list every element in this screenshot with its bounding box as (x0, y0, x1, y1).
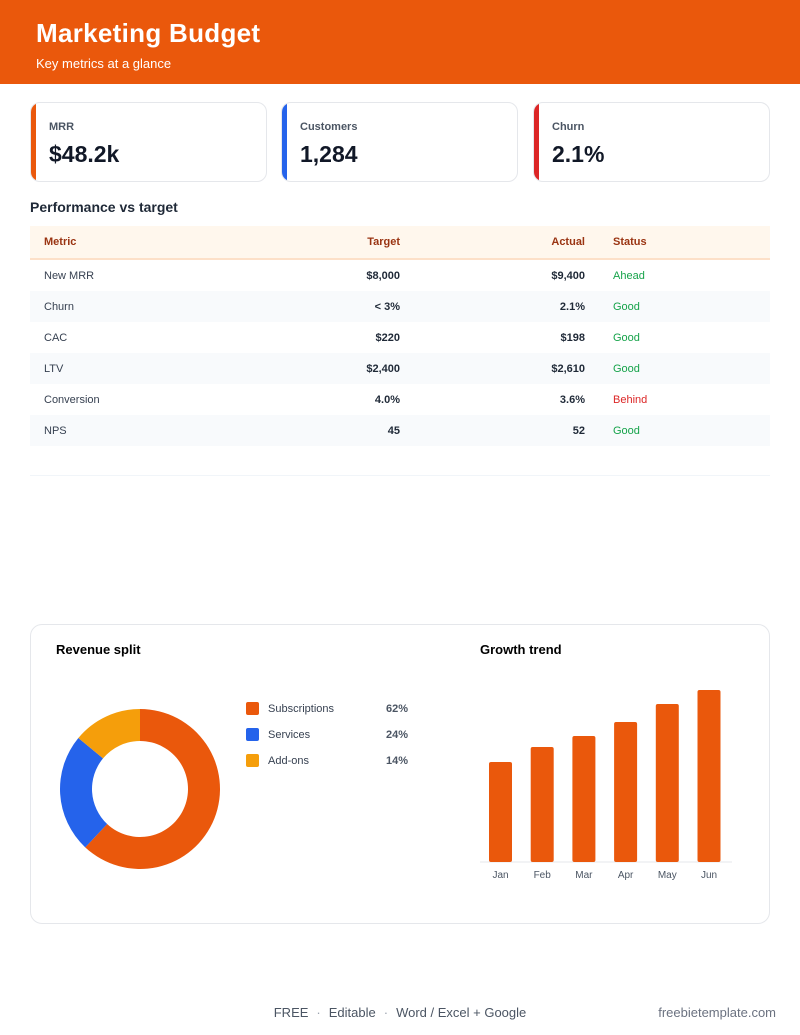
kpi-card: Customers 1,284 (281, 102, 518, 182)
legend-label: Services (268, 729, 311, 741)
bar (572, 736, 596, 862)
cell: Ahead (613, 269, 645, 282)
table-row: CAC $220 $198 Good (30, 322, 770, 353)
column-header: Target (294, 226, 400, 260)
cell: Conversion (44, 393, 100, 406)
kpi-label: Churn (552, 121, 585, 133)
table: Metric Target Actual Status New MRR $8,000 $9,… (30, 226, 770, 446)
table-row: New MRR $8,000 $9,400 Ahead (30, 259, 770, 291)
cell: New MRR (44, 269, 95, 282)
footer-site: freebietemplate.com (658, 1005, 776, 1020)
column-header: Status (585, 226, 770, 260)
cell: 2.1% (400, 291, 585, 322)
bar (655, 704, 679, 862)
cell: Good (585, 291, 770, 322)
cell: CAC (44, 331, 68, 344)
kpi-value: $48.2k (49, 141, 120, 167)
x-tick-label: Feb (534, 870, 552, 881)
kpi-value: 1,284 (300, 141, 358, 167)
bar (489, 762, 512, 862)
legend-value: 62% (386, 703, 408, 715)
cell: LTV (30, 353, 294, 384)
cell: 45 (294, 415, 400, 446)
cell: Good (613, 331, 640, 344)
kpi-value: 2.1% (552, 141, 605, 167)
legend-value: 24% (386, 729, 408, 741)
cell: $2,610 (400, 353, 585, 384)
legend-label: Subscriptions (268, 703, 335, 715)
table-row: LTV $2,400 $2,610 Good (30, 353, 770, 384)
cell: $8,000 (366, 269, 400, 282)
cell: NPS (30, 415, 294, 446)
legend-value: 14% (386, 755, 408, 767)
separator: · (316, 1005, 321, 1020)
cell: Good (585, 353, 770, 384)
separator: · (383, 1005, 389, 1020)
cell: $2,400 (294, 353, 400, 384)
header: Marketing Budget Key metrics at a glance (0, 0, 800, 84)
accent (282, 103, 287, 181)
cell: Good (585, 415, 770, 446)
legend-label: Add-ons (268, 755, 309, 767)
table-title: Performance vs target (30, 199, 178, 215)
footer-item: FREE (273, 1005, 309, 1020)
cell: 52 (400, 415, 585, 446)
kpi-card: MRR $48.2k (30, 102, 267, 182)
x-tick-label: Mar (575, 870, 593, 881)
divider (30, 475, 770, 476)
kpi-label: Customers (300, 121, 358, 133)
cell: Behind (613, 393, 648, 406)
footer-item: Editable (328, 1005, 376, 1020)
chart-panel (30, 624, 770, 924)
x-tick-label: May (658, 870, 677, 881)
bar (697, 690, 721, 862)
donut-slice (85, 709, 221, 869)
kpi-label: MRR (49, 121, 75, 133)
legend-swatch (246, 702, 259, 715)
cell: 3.6% (559, 393, 585, 406)
kpi-card: Churn 2.1% (533, 102, 770, 182)
footer-items: FREE · Editable · Word / Excel + Google (0, 1005, 800, 1020)
x-tick-label: Jun (701, 870, 717, 881)
donut-slice (60, 738, 108, 848)
title: Marketing Budget (36, 18, 261, 48)
table-row: Churn < 3% 2.1% Good (30, 291, 770, 322)
subtitle: Key metrics at a glance (36, 56, 172, 71)
bar (530, 747, 554, 862)
cell: $220 (375, 331, 400, 344)
x-tick-label: Apr (618, 870, 634, 881)
legend-swatch (246, 728, 259, 741)
table-row: Conversion 4.0% 3.6% Behind (30, 384, 770, 415)
bar (614, 722, 638, 862)
cell: $9,400 (551, 269, 585, 282)
column-header: Metric (30, 226, 294, 260)
table-row: NPS 45 52 Good (30, 415, 770, 446)
cell: 4.0% (374, 393, 400, 406)
legend-swatch (246, 754, 259, 767)
cell: Churn (30, 291, 294, 322)
cell: < 3% (294, 291, 400, 322)
x-tick-label: Jan (492, 870, 508, 881)
accent (31, 103, 36, 181)
footer-item: Word / Excel + Google (396, 1005, 527, 1020)
header-row: Metric Target Actual Status (30, 226, 770, 260)
cell: $198 (560, 331, 585, 344)
accent (534, 103, 539, 181)
chart-title: Revenue split (56, 642, 141, 657)
chart-title: Growth trend (480, 642, 562, 657)
donut-slice (78, 709, 140, 759)
column-header: Actual (400, 226, 585, 260)
